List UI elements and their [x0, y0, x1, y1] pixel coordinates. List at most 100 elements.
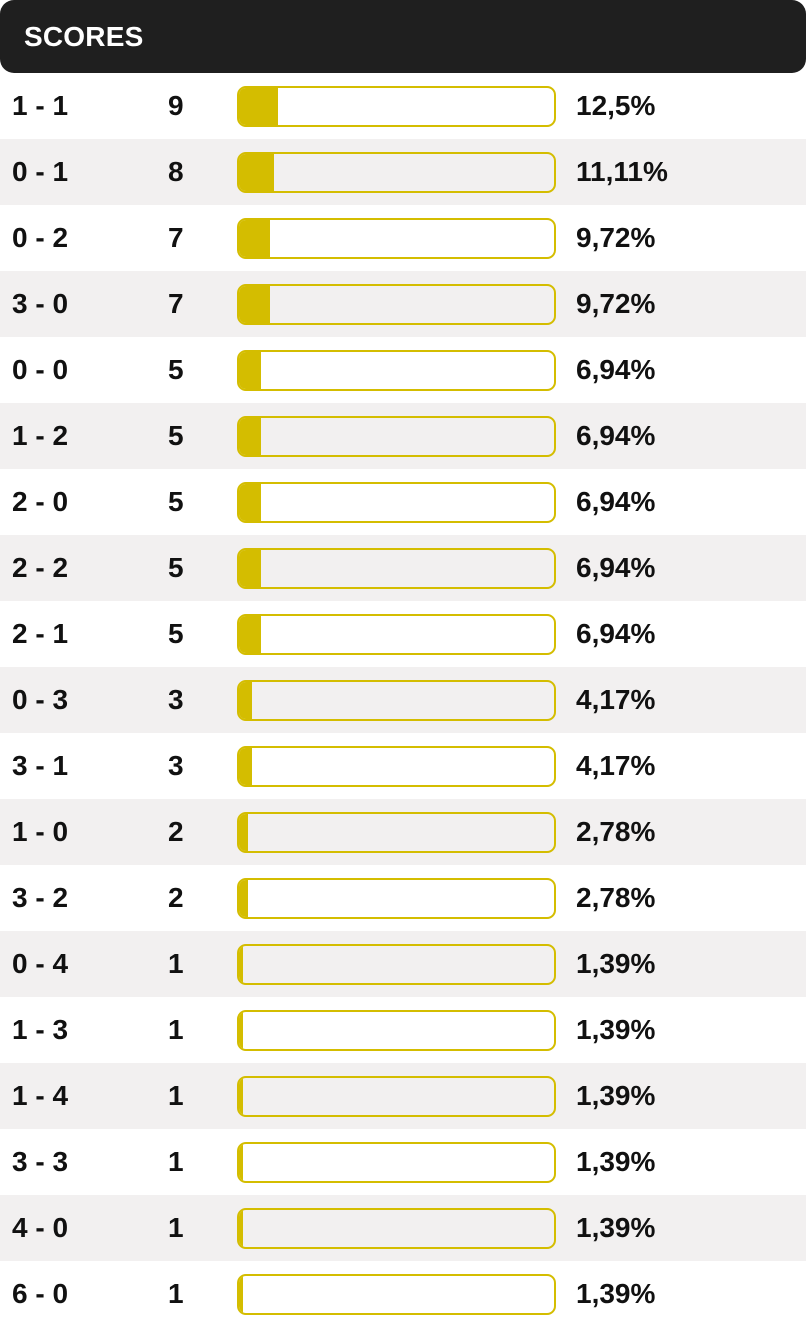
score-bar — [237, 1208, 556, 1249]
score-row: 2 - 2 5 6,94% — [0, 535, 806, 601]
score-label: 3 - 1 — [12, 750, 69, 781]
score-row: 3 - 2 2 2,78% — [0, 865, 806, 931]
score-bar — [237, 944, 556, 985]
score-bar — [237, 350, 556, 391]
score-bar-fill — [239, 220, 270, 257]
score-bar — [237, 218, 556, 259]
score-count: 1 — [168, 948, 184, 979]
score-bar — [237, 1142, 556, 1183]
score-percent: 2,78% — [576, 882, 656, 913]
score-percent: 4,17% — [576, 684, 656, 715]
score-count: 9 — [168, 90, 184, 121]
score-count: 8 — [168, 156, 184, 187]
score-percent: 1,39% — [576, 948, 656, 979]
score-label: 0 - 4 — [12, 948, 69, 979]
score-row: 1 - 0 2 2,78% — [0, 799, 806, 865]
score-count: 5 — [168, 552, 184, 583]
score-row: 2 - 0 5 6,94% — [0, 469, 806, 535]
score-row: 1 - 4 1 1,39% — [0, 1063, 806, 1129]
score-label: 0 - 0 — [12, 354, 69, 385]
score-row: 6 - 0 1 1,39% — [0, 1261, 806, 1327]
score-label: 1 - 3 — [12, 1014, 69, 1045]
score-bar-fill — [239, 1144, 244, 1181]
score-row: 3 - 3 1 1,39% — [0, 1129, 806, 1195]
score-percent: 1,39% — [576, 1014, 656, 1045]
score-percent: 11,11% — [576, 156, 668, 187]
score-row: 0 - 2 7 9,72% — [0, 205, 806, 271]
score-bar-fill — [239, 946, 244, 983]
score-count: 5 — [168, 618, 184, 649]
score-bar-fill — [239, 1210, 244, 1247]
score-label: 1 - 0 — [12, 816, 69, 847]
score-percent: 1,39% — [576, 1212, 656, 1243]
score-bar-fill — [239, 484, 261, 521]
score-bar — [237, 86, 556, 127]
score-count: 2 — [168, 816, 184, 847]
score-count: 1 — [168, 1014, 184, 1045]
score-percent: 6,94% — [576, 354, 656, 385]
score-bar — [237, 152, 556, 193]
score-row: 0 - 3 3 4,17% — [0, 667, 806, 733]
score-bar-fill — [239, 550, 261, 587]
score-row: 1 - 2 5 6,94% — [0, 403, 806, 469]
score-bar — [237, 614, 556, 655]
score-label: 3 - 3 — [12, 1146, 69, 1177]
score-bar — [237, 680, 556, 721]
score-label: 0 - 1 — [12, 156, 69, 187]
score-percent: 6,94% — [576, 486, 656, 517]
score-row: 4 - 0 1 1,39% — [0, 1195, 806, 1261]
score-bar — [237, 416, 556, 457]
score-count: 3 — [168, 684, 184, 715]
score-bar-fill — [239, 616, 261, 653]
score-percent: 2,78% — [576, 816, 656, 847]
score-count: 3 — [168, 750, 184, 781]
score-row: 3 - 0 7 9,72% — [0, 271, 806, 337]
score-bar-fill — [239, 682, 253, 719]
score-label: 1 - 2 — [12, 420, 69, 451]
score-count: 1 — [168, 1080, 184, 1111]
score-count: 5 — [168, 486, 184, 517]
score-label: 2 - 1 — [12, 618, 69, 649]
score-percent: 6,94% — [576, 552, 656, 583]
score-bar-fill — [239, 814, 248, 851]
score-bar-fill — [239, 286, 270, 323]
score-percent: 6,94% — [576, 618, 656, 649]
score-bar-fill — [239, 1078, 244, 1115]
score-bar — [237, 284, 556, 325]
scores-list: 1 - 1 9 12,5% 0 - 1 8 11,11% 0 - 2 7 9,7… — [0, 73, 806, 1327]
score-row: 1 - 3 1 1,39% — [0, 997, 806, 1063]
score-bar — [237, 1076, 556, 1117]
score-percent: 1,39% — [576, 1080, 656, 1111]
score-bar-fill — [239, 880, 248, 917]
score-bar-fill — [239, 1276, 244, 1313]
score-bar-fill — [239, 154, 274, 191]
score-bar-fill — [239, 1012, 244, 1049]
score-row: 3 - 1 3 4,17% — [0, 733, 806, 799]
score-label: 3 - 0 — [12, 288, 69, 319]
score-row: 0 - 1 8 11,11% — [0, 139, 806, 205]
score-label: 1 - 4 — [12, 1080, 69, 1111]
score-count: 1 — [168, 1212, 184, 1243]
score-count: 1 — [168, 1278, 184, 1309]
score-row: 0 - 4 1 1,39% — [0, 931, 806, 997]
score-label: 0 - 2 — [12, 222, 69, 253]
score-row: 1 - 1 9 12,5% — [0, 73, 806, 139]
score-bar — [237, 548, 556, 589]
scores-title: SCORES — [24, 20, 144, 52]
scores-header: SCORES — [0, 0, 806, 73]
score-percent: 1,39% — [576, 1146, 656, 1177]
score-count: 7 — [168, 222, 184, 253]
score-bar — [237, 878, 556, 919]
score-label: 4 - 0 — [12, 1212, 69, 1243]
score-percent: 1,39% — [576, 1278, 656, 1309]
score-count: 1 — [168, 1146, 184, 1177]
score-label: 1 - 1 — [12, 90, 69, 121]
score-bar — [237, 812, 556, 853]
score-label: 2 - 2 — [12, 552, 69, 583]
score-count: 7 — [168, 288, 184, 319]
score-percent: 12,5% — [576, 90, 656, 121]
score-label: 0 - 3 — [12, 684, 69, 715]
score-bar — [237, 746, 556, 787]
score-label: 2 - 0 — [12, 486, 69, 517]
score-row: 2 - 1 5 6,94% — [0, 601, 806, 667]
